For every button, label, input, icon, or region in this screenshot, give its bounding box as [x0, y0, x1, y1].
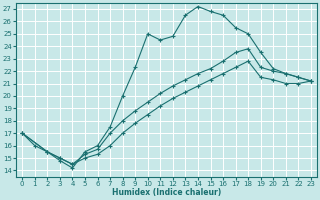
X-axis label: Humidex (Indice chaleur): Humidex (Indice chaleur) [112, 188, 221, 197]
